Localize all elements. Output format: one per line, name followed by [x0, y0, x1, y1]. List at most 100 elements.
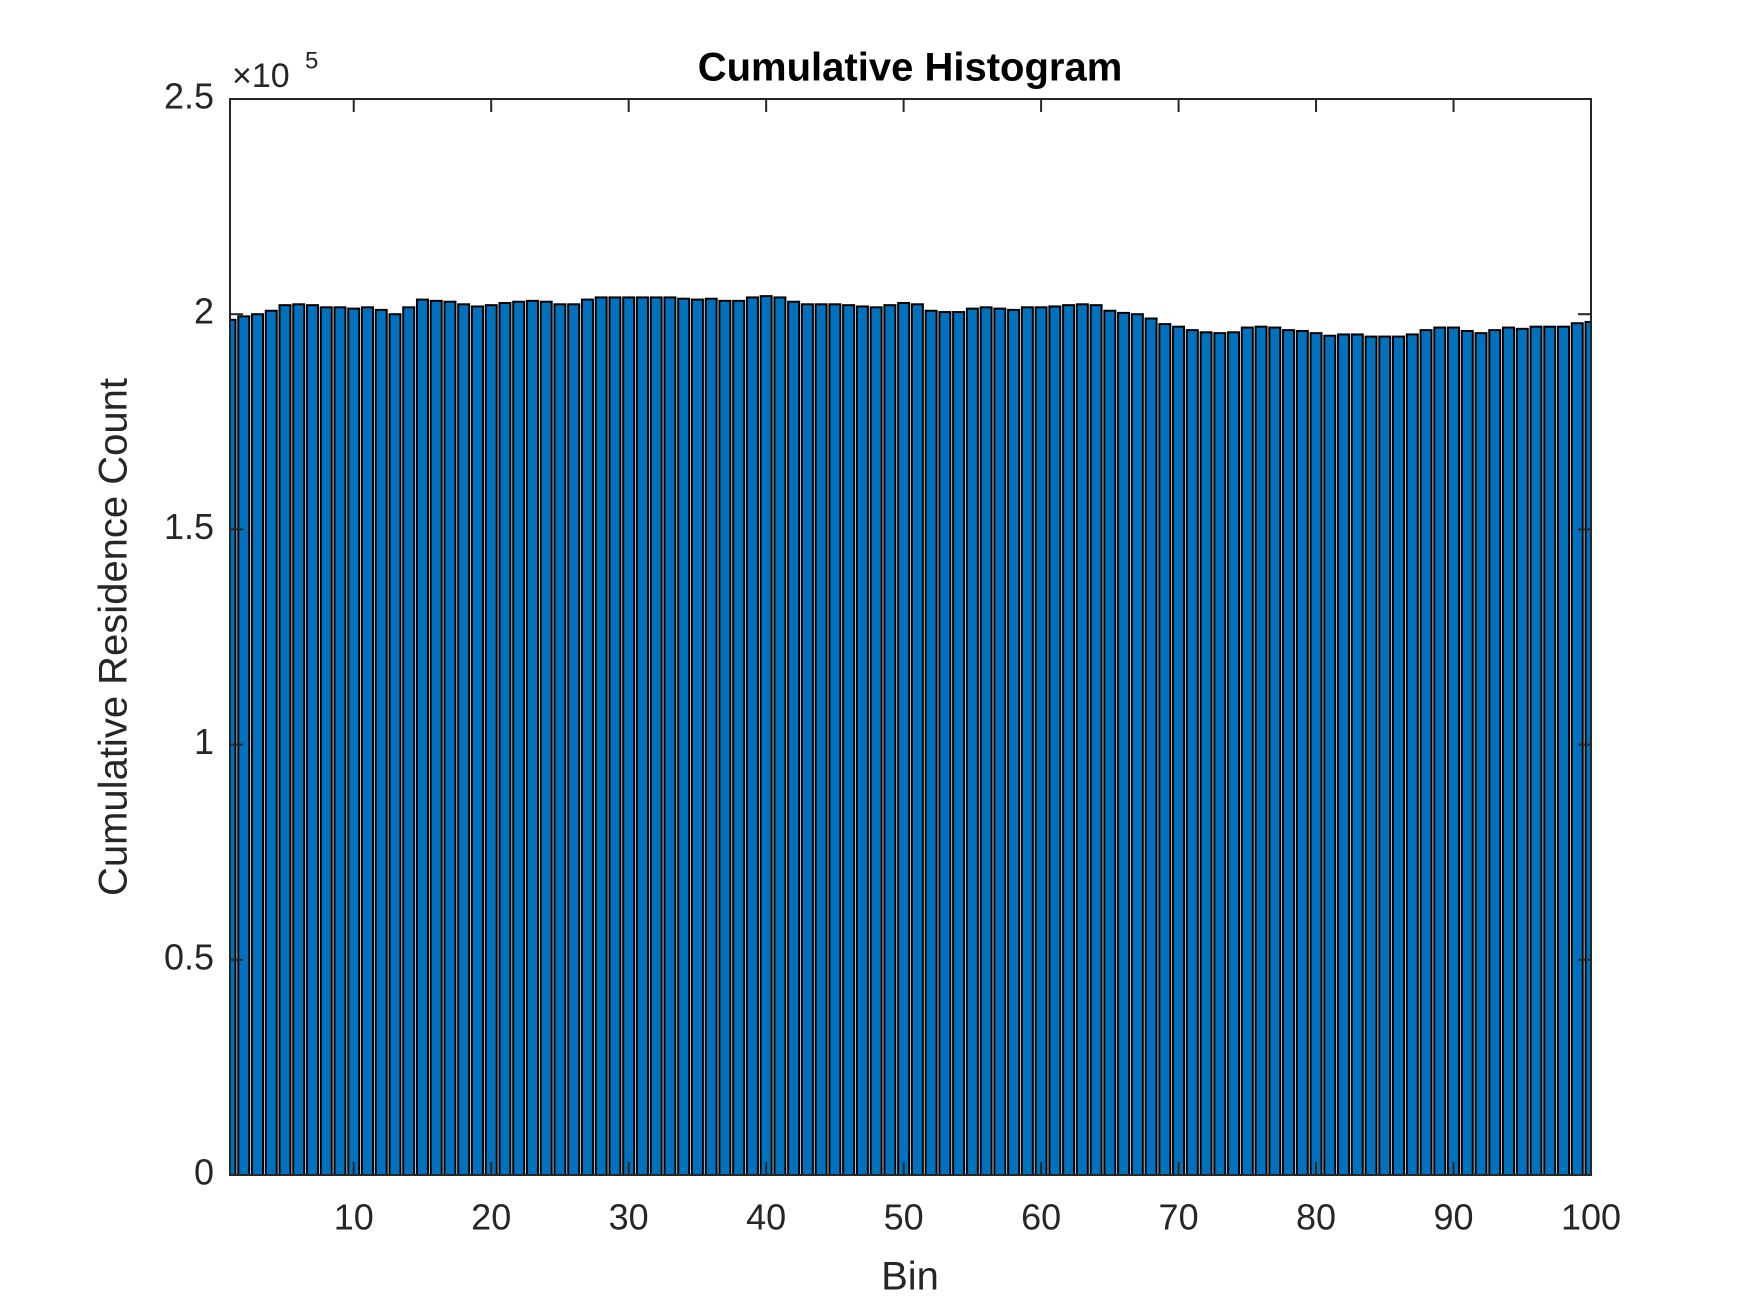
- bar: [1488, 329, 1502, 1175]
- bar: [402, 306, 416, 1175]
- bar: [360, 306, 374, 1175]
- bar: [745, 296, 759, 1175]
- bar: [938, 311, 952, 1175]
- bar: [1062, 304, 1076, 1175]
- bar: [649, 296, 663, 1175]
- bar: [470, 305, 484, 1175]
- bar: [993, 307, 1007, 1175]
- y-exponent: 5: [305, 47, 318, 74]
- bar: [1034, 306, 1048, 1175]
- bar: [910, 303, 924, 1175]
- bar: [1309, 332, 1323, 1175]
- bar: [1268, 326, 1282, 1175]
- bar: [759, 295, 773, 1175]
- bar: [1254, 325, 1268, 1175]
- bar: [1364, 335, 1378, 1175]
- bar: [415, 298, 429, 1175]
- bar: [264, 309, 278, 1175]
- x-tick-label: 80: [1296, 1197, 1336, 1238]
- bar: [855, 305, 869, 1175]
- bar: [1020, 306, 1034, 1175]
- bar: [1378, 335, 1392, 1175]
- y-tick-label: 0.5: [164, 936, 214, 977]
- y-tick-label: 1: [194, 721, 214, 762]
- bar: [237, 315, 251, 1175]
- bar: [1405, 333, 1419, 1175]
- x-tick-label: 90: [1434, 1197, 1474, 1238]
- bar: [484, 304, 498, 1175]
- y-tick-label: 2: [194, 291, 214, 332]
- y-tick-label: 2.5: [164, 76, 214, 117]
- bars: [230, 295, 1591, 1175]
- bar: [292, 303, 306, 1175]
- bar: [828, 303, 842, 1175]
- bar: [704, 297, 718, 1175]
- bar: [567, 303, 581, 1175]
- bar: [388, 313, 402, 1175]
- bar: [1213, 332, 1227, 1175]
- bar: [635, 296, 649, 1175]
- bar: [1007, 308, 1021, 1175]
- y-axis-label: Cumulative Residence Count: [92, 378, 136, 896]
- x-axis-label: Bin: [881, 1255, 939, 1299]
- bar: [1089, 304, 1103, 1175]
- bar: [718, 299, 732, 1175]
- bar: [979, 306, 993, 1175]
- bar: [608, 296, 622, 1175]
- bar: [1240, 326, 1254, 1175]
- bar: [1185, 329, 1199, 1175]
- bar: [333, 306, 347, 1175]
- bar: [1337, 333, 1351, 1175]
- bar: [1048, 305, 1062, 1175]
- bar: [1529, 325, 1543, 1175]
- bar: [732, 299, 746, 1175]
- x-tick-label: 60: [1021, 1197, 1061, 1238]
- chart-title: Cumulative Histogram: [698, 46, 1123, 90]
- axes-box: [229, 98, 1592, 1176]
- bar: [952, 311, 966, 1175]
- x-tick-label: 10: [334, 1197, 374, 1238]
- bar: [347, 307, 361, 1175]
- bar: [443, 300, 457, 1175]
- bar: [1323, 334, 1337, 1175]
- bar: [622, 296, 636, 1175]
- bar: [1117, 311, 1131, 1175]
- bar: [305, 304, 319, 1175]
- bar: [897, 302, 911, 1175]
- bar: [1433, 326, 1447, 1175]
- bar: [1543, 325, 1557, 1175]
- bar: [1282, 329, 1296, 1175]
- bar: [1419, 329, 1433, 1175]
- bar: [1172, 325, 1186, 1175]
- x-tick-label: 70: [1159, 1197, 1199, 1238]
- bar: [1460, 329, 1474, 1175]
- bar: [1295, 329, 1309, 1175]
- bar: [1474, 332, 1488, 1175]
- y-tick-label: 1.5: [164, 506, 214, 547]
- bar: [690, 298, 704, 1175]
- bar: [580, 298, 594, 1175]
- bar: [677, 297, 691, 1175]
- bar: [1447, 326, 1461, 1175]
- x-tick-label: 100: [1561, 1197, 1621, 1238]
- bar: [1502, 326, 1516, 1175]
- y-multiplier: ×10: [232, 57, 290, 95]
- bar: [1144, 317, 1158, 1175]
- bar: [924, 309, 938, 1175]
- bar: [1515, 327, 1529, 1175]
- bar: [773, 296, 787, 1175]
- bar: [1392, 335, 1406, 1175]
- bar: [319, 306, 333, 1175]
- bar: [278, 304, 292, 1175]
- bar: [512, 300, 526, 1175]
- bar: [883, 304, 897, 1175]
- bar: [1130, 313, 1144, 1175]
- bar: [250, 313, 264, 1175]
- bar: [787, 300, 801, 1175]
- bar: [539, 300, 553, 1175]
- bar: [814, 303, 828, 1175]
- bar: [800, 303, 814, 1175]
- x-tick-label: 40: [746, 1197, 786, 1238]
